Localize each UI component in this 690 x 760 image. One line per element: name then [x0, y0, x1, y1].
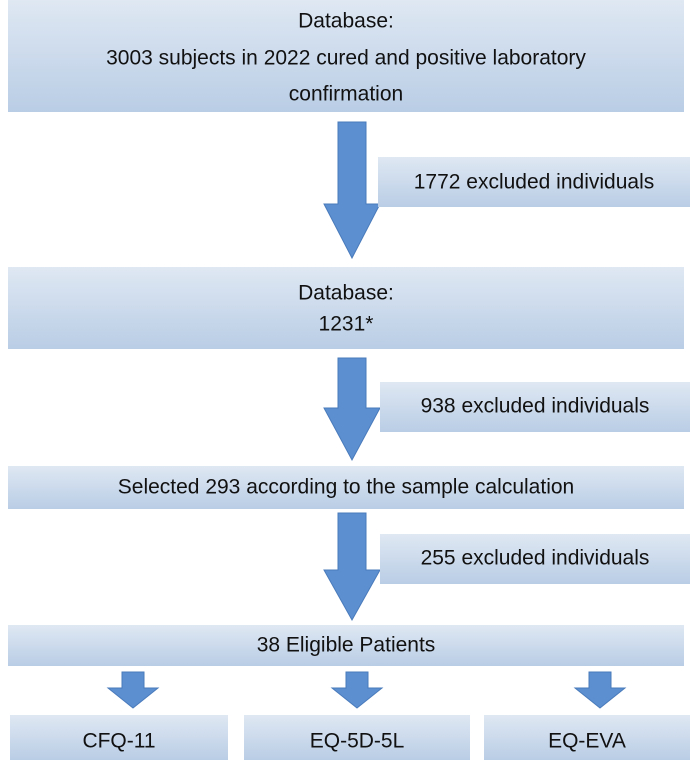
arrow [573, 671, 627, 709]
box-text: 3003 subjects in 2022 cured and positive… [106, 47, 586, 70]
box-text: 38 Eligible Patients [257, 634, 436, 657]
box-text: Database: [298, 10, 394, 33]
outcome-text: CFQ-11 [82, 730, 155, 753]
box [8, 625, 684, 666]
arrow [330, 671, 384, 709]
exclusion-box [378, 157, 690, 207]
exclusion-text: 938 excluded individuals [421, 395, 650, 418]
outcome-box [10, 715, 228, 760]
arrow [323, 512, 381, 622]
box [8, 466, 684, 509]
arrow [323, 121, 381, 260]
exclusion-box [380, 534, 690, 584]
box-text: 1231* [319, 313, 374, 336]
arrow [323, 357, 381, 462]
exclusion-box [380, 382, 690, 432]
outcome-text: EQ-5D-5L [310, 730, 405, 753]
box-text: Database: [298, 282, 394, 305]
box-text: Selected 293 according to the sample cal… [118, 476, 574, 499]
outcome-box [244, 715, 470, 760]
box [8, 267, 684, 349]
outcome-box [484, 715, 690, 760]
box-text: confirmation [289, 83, 403, 106]
arrow [106, 671, 160, 709]
outcome-text: EQ-EVA [548, 730, 626, 753]
exclusion-text: 255 excluded individuals [421, 547, 650, 570]
exclusion-text: 1772 excluded individuals [414, 171, 655, 194]
box [8, 0, 684, 112]
